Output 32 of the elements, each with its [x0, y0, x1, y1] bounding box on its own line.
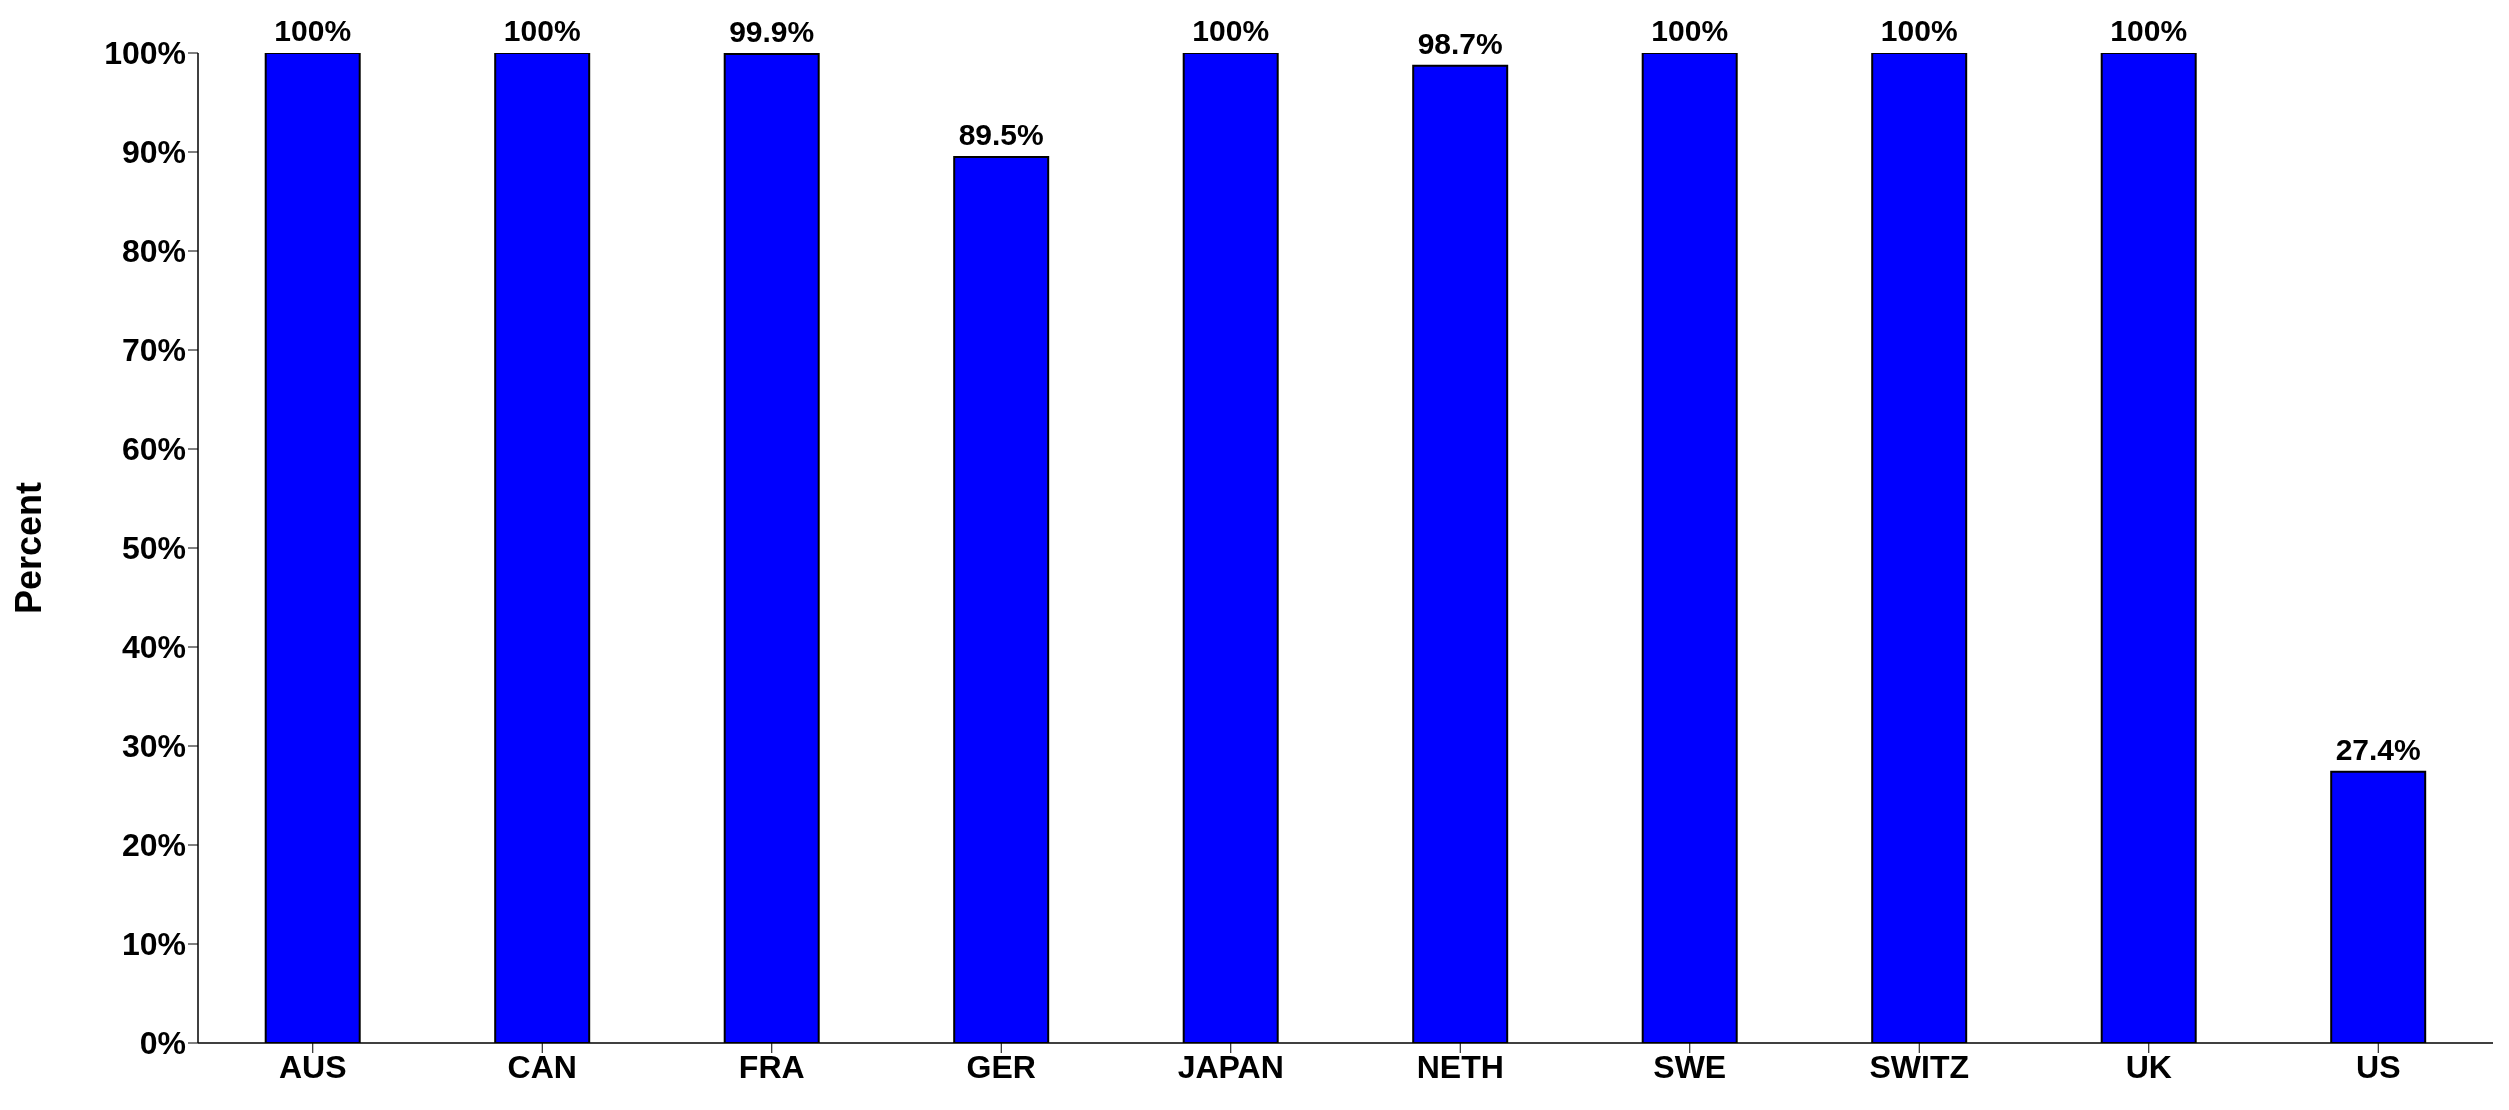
- x-tick-label: SWITZ: [1869, 1048, 1970, 1085]
- y-axis-title: Percent: [7, 481, 49, 615]
- x-tick-label: CAN: [507, 1048, 577, 1085]
- y-tick-label: 0%: [139, 1025, 186, 1062]
- x-tick-label: NETH: [1416, 1048, 1504, 1085]
- x-tick-label: JAPAN: [1177, 1048, 1284, 1085]
- data-label: 99.9%: [729, 14, 815, 48]
- y-tick-label: 70%: [121, 332, 186, 369]
- x-tick-label: FRA: [738, 1048, 805, 1085]
- data-label: 100%: [1651, 14, 1729, 47]
- data-label: 100%: [503, 14, 581, 47]
- x-tick-label: US: [2356, 1048, 2401, 1085]
- y-tick-label: 90%: [121, 134, 186, 171]
- x-tick-label: SWE: [1653, 1048, 1727, 1085]
- y-tick-label: 100%: [104, 35, 186, 72]
- y-tick-label: 40%: [121, 629, 186, 666]
- data-label: 89.5%: [958, 117, 1044, 151]
- data-label: 100%: [1880, 14, 1958, 47]
- y-tick-label: 80%: [121, 233, 186, 270]
- y-tick-label: 10%: [121, 926, 186, 963]
- y-tick-label: 50%: [121, 530, 186, 567]
- x-tick-label: AUS: [278, 1048, 347, 1085]
- data-label: 100%: [274, 14, 352, 47]
- data-label: 100%: [2110, 14, 2188, 47]
- x-tick-label: UK: [2125, 1048, 2172, 1085]
- x-tick-label: GER: [966, 1048, 1036, 1085]
- y-tick-label: 30%: [121, 728, 186, 765]
- data-label: 100%: [1192, 14, 1270, 47]
- data-label: 98.7%: [1417, 26, 1503, 60]
- y-tick-label: 20%: [121, 827, 186, 864]
- data-label: 27.4%: [2335, 732, 2421, 766]
- y-tick-label: 60%: [121, 431, 186, 468]
